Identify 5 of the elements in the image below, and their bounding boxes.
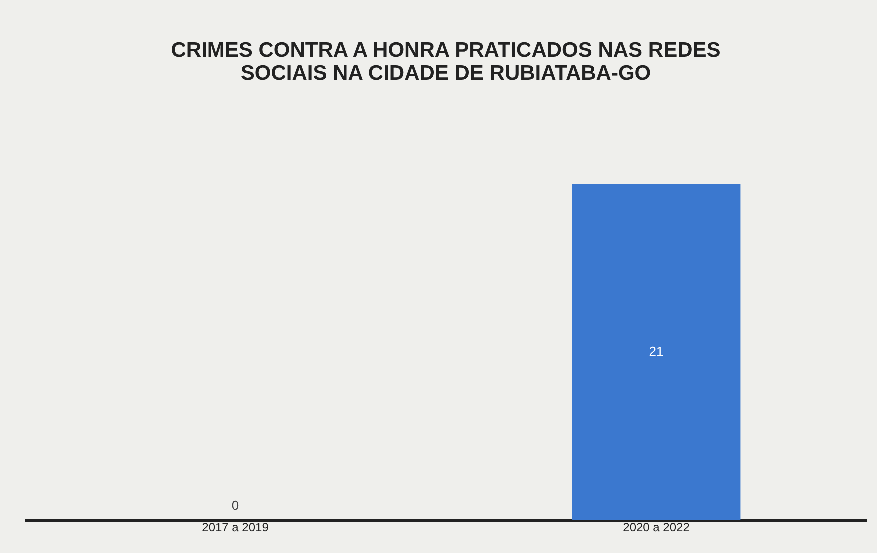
chart-title: CRIMES CONTRA A HONRA PRATICADOS NAS REDES SOCIAIS NA CIDADE DE RUBIATABA-GO <box>171 39 721 85</box>
x-tick-label: 2017 a 2019 <box>202 520 270 534</box>
data-label: 0 <box>232 498 240 513</box>
x-tick-label: 2020 a 2022 <box>623 520 690 534</box>
data-label: 21 <box>649 344 664 360</box>
